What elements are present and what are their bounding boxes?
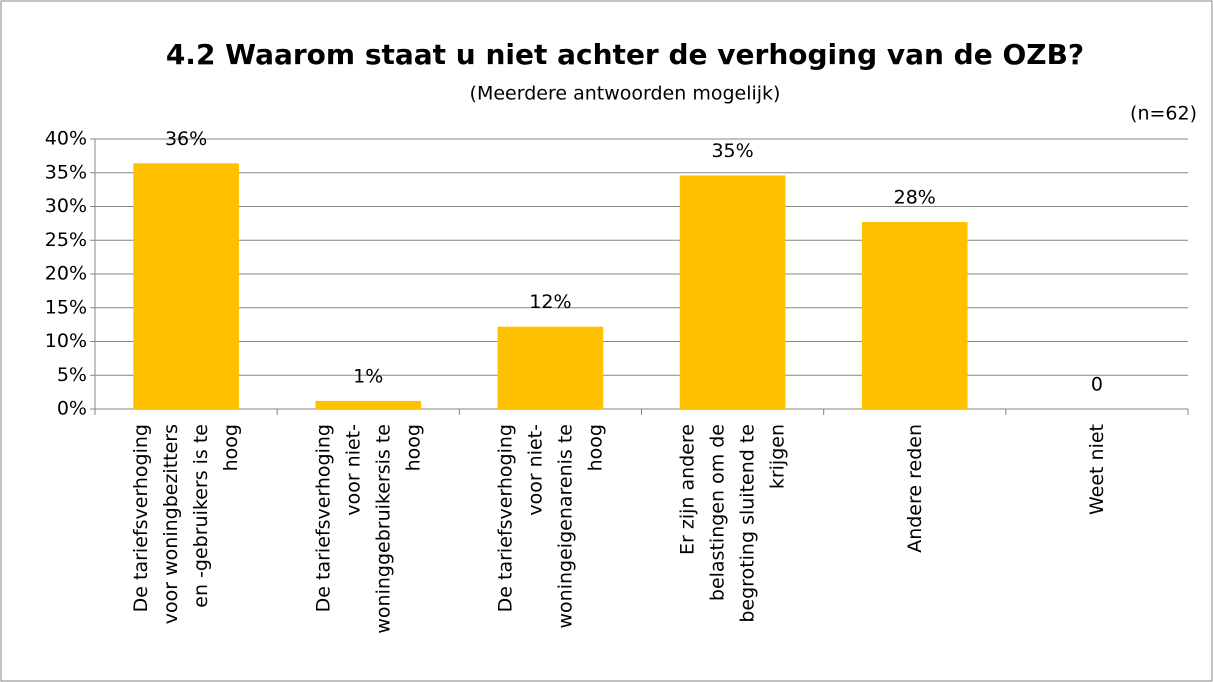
bar — [861, 222, 968, 409]
y-tick-label: 35% — [45, 161, 87, 183]
bar — [315, 400, 422, 409]
data-label: 1% — [353, 365, 383, 387]
x-tick-label: De tariefsverhoging voor niet-woningeigen… — [494, 424, 606, 628]
data-label: 12% — [529, 291, 571, 313]
y-tick-label: 20% — [45, 263, 87, 285]
bar — [497, 326, 604, 409]
x-tick-label: De tariefsverhoging voor niet-woninggebru… — [312, 424, 424, 634]
y-tick-label: 0% — [57, 398, 87, 420]
x-tick-label: Weet niet — [1085, 424, 1107, 515]
x-tick-label: Andere reden — [903, 424, 925, 553]
bar — [679, 175, 786, 409]
chart-subtitle: (Meerdere antwoorden mogelijk) — [470, 83, 781, 105]
x-tick-label: De tariefsverhoging voor woningbezitters e… — [130, 424, 242, 624]
data-label: 28% — [894, 187, 936, 209]
y-tick-label: 10% — [45, 330, 87, 352]
annotation: (n=62) — [1130, 103, 1197, 125]
y-tick-label: 25% — [45, 229, 87, 251]
data-label: 35% — [711, 140, 753, 162]
y-tick-label: 15% — [45, 296, 87, 318]
y-tick-label: 30% — [45, 195, 87, 217]
y-tick-label: 40% — [45, 128, 87, 150]
y-tick-label: 5% — [57, 364, 87, 386]
data-label: 0 — [1091, 374, 1103, 396]
x-tick-label: Er zijn andere belastingen om de begroting… — [676, 424, 788, 623]
data-label: 36% — [165, 128, 207, 150]
chart-title: 4.2 Waarom staat u niet achter de verhog… — [166, 38, 1084, 71]
bar — [133, 163, 239, 409]
